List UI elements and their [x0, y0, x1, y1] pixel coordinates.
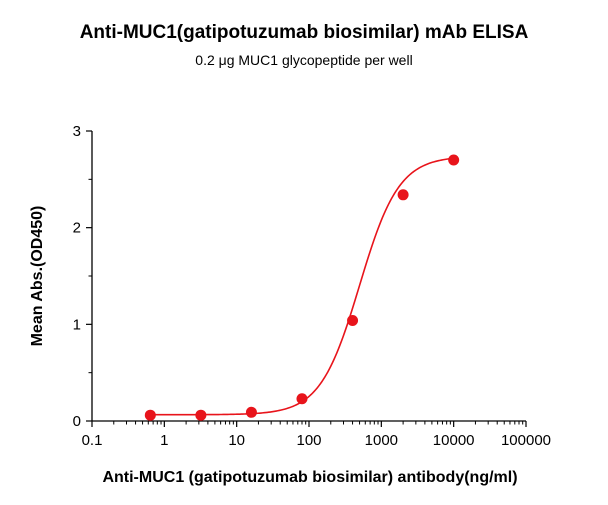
y-tick-label: 0: [73, 413, 81, 430]
data-point: [144, 409, 156, 421]
x-axis-label: Anti-MUC1 (gatipotuzumab biosimilar) ant…: [102, 469, 517, 486]
x-tick-label: 100: [296, 432, 321, 449]
y-axis-label: Mean Abs.(OD450): [29, 206, 46, 347]
x-tick-label: 0.1: [82, 432, 103, 449]
axes: [86, 130, 527, 427]
data-point: [245, 406, 257, 418]
data-point: [296, 393, 308, 405]
x-tick-label: 10000: [433, 432, 475, 449]
x-tick-label: 100000: [501, 432, 551, 449]
data-point: [347, 314, 359, 326]
chart-subtitle: 0.2 μg MUC1 glycopeptide per well: [195, 52, 413, 68]
y-tick-label: 2: [73, 220, 81, 237]
x-tick-label: 1: [160, 432, 168, 449]
chart-title: Anti-MUC1(gatipotuzumab biosimilar) mAb …: [79, 22, 529, 43]
y-tick-label: 3: [73, 123, 81, 140]
data-points-layer: [144, 154, 460, 421]
tick-labels: 0.1 1 10 100 1000 10000 100000 0 1 2 3: [73, 123, 551, 449]
data-point: [397, 189, 409, 201]
x-tick-label: 10: [228, 432, 245, 449]
data-point: [448, 154, 460, 166]
x-tick-label: 1000: [365, 432, 398, 449]
data-point: [195, 409, 207, 421]
y-tick-label: 1: [73, 316, 81, 333]
